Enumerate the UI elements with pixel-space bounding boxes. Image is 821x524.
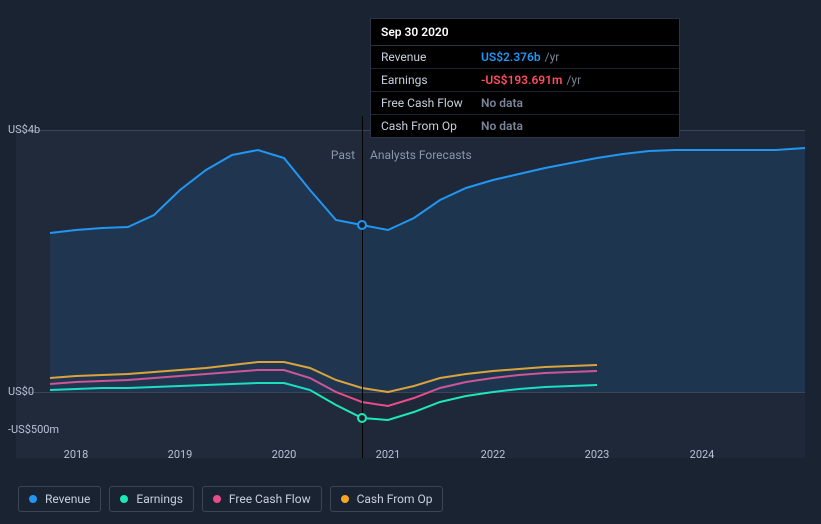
tooltip-row-value: US$2.376b <box>481 50 541 64</box>
legend-label: Free Cash Flow <box>229 492 311 506</box>
tooltip-row-value: No data <box>481 119 523 133</box>
chart-marker-dot <box>357 220 367 230</box>
legend-item[interactable]: Revenue <box>18 486 101 512</box>
chart-plot[interactable] <box>16 130 805 458</box>
series-fill <box>50 148 805 392</box>
tooltip-row-unit: /yr <box>566 73 581 87</box>
tooltip-row-value: -US$193.691m <box>481 73 562 87</box>
tooltip-row-label: Revenue <box>381 50 481 64</box>
x-axis-label: 2019 <box>168 448 193 461</box>
tooltip-row-label: Free Cash Flow <box>381 96 481 110</box>
chart-marker-dot <box>357 413 367 423</box>
tooltip-row: Earnings-US$193.691m/yr <box>371 69 679 92</box>
tooltip-row-label: Earnings <box>381 73 481 87</box>
tooltip-row: RevenueUS$2.376b/yr <box>371 46 679 69</box>
x-axis-label: 2018 <box>64 448 89 461</box>
chart-legend: Revenue Earnings Free Cash Flow Cash From O… <box>18 486 443 512</box>
legend-item[interactable]: Free Cash Flow <box>202 486 322 512</box>
legend-label: Revenue <box>45 492 90 506</box>
legend-dot-icon <box>29 495 37 503</box>
tooltip-row: Cash From OpNo data <box>371 115 679 137</box>
legend-item[interactable]: Earnings <box>109 486 194 512</box>
legend-dot-icon <box>213 495 221 503</box>
tooltip-date: Sep 30 2020 <box>371 19 679 46</box>
legend-dot-icon <box>120 495 128 503</box>
x-axis-label: 2022 <box>481 448 506 461</box>
legend-label: Cash From Op <box>357 492 433 506</box>
tooltip-row: Free Cash FlowNo data <box>371 92 679 115</box>
legend-item[interactable]: Cash From Op <box>330 486 444 512</box>
chart-tooltip: Sep 30 2020 RevenueUS$2.376b/yrEarnings-… <box>370 18 680 138</box>
x-axis-label: 2021 <box>376 448 401 461</box>
x-axis-label: 2020 <box>272 448 297 461</box>
tooltip-row-label: Cash From Op <box>381 119 481 133</box>
x-axis-label: 2023 <box>585 448 610 461</box>
tooltip-row-unit: /yr <box>545 50 560 64</box>
tooltip-row-value: No data <box>481 96 523 110</box>
legend-dot-icon <box>341 495 349 503</box>
legend-label: Earnings <box>136 492 183 506</box>
x-axis-label: 2024 <box>690 448 715 461</box>
tooltip-marker-line <box>362 116 363 458</box>
